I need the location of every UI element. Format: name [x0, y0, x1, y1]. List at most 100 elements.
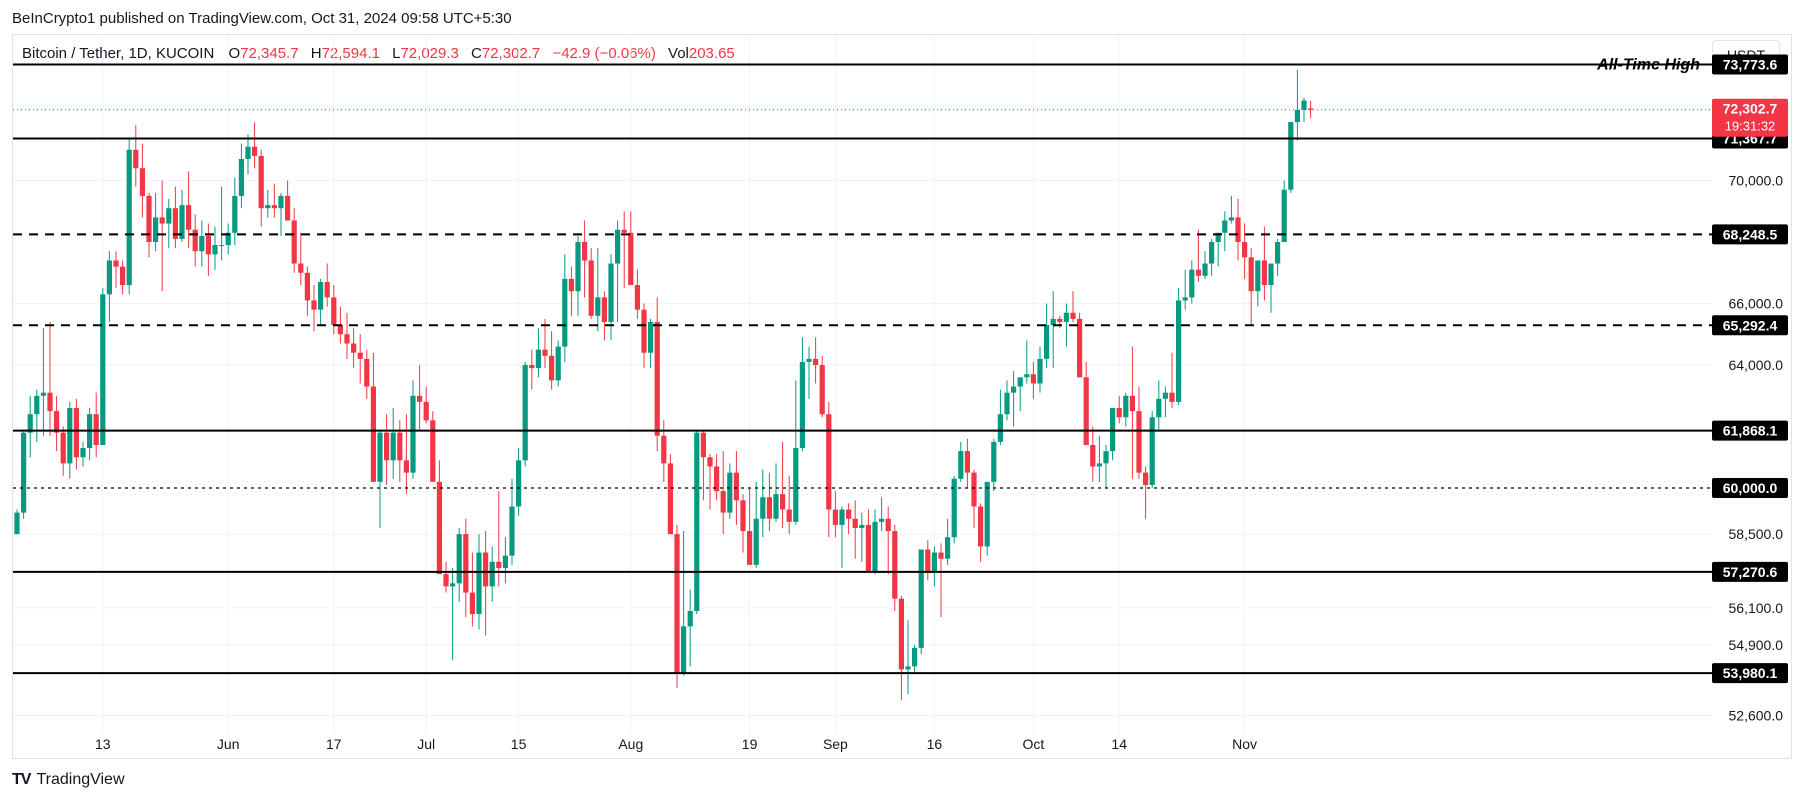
candle-body — [1281, 189, 1287, 243]
candle-body — [476, 552, 482, 615]
candle-body — [1050, 318, 1056, 326]
candle-body — [516, 460, 522, 507]
candle-body — [1235, 217, 1241, 243]
candle-body — [813, 358, 819, 366]
candle-body — [496, 561, 502, 568]
candle-body — [865, 524, 871, 572]
candle-body — [238, 158, 244, 196]
candle-body — [964, 451, 970, 473]
candle-body — [733, 472, 739, 501]
y-tick-label: 52,600.0 — [1729, 708, 1784, 724]
candle-body — [146, 195, 152, 243]
candle-body — [826, 414, 832, 510]
level-tag — [1712, 478, 1788, 499]
candle-body — [535, 349, 541, 369]
low-label: L — [392, 45, 401, 62]
candle-body — [568, 278, 574, 292]
candle-body — [265, 205, 271, 209]
candle-body — [575, 242, 581, 292]
candle-body — [172, 208, 178, 239]
candle-body — [727, 472, 733, 513]
candle-body — [1176, 300, 1182, 402]
candle-body — [212, 245, 218, 255]
candle-body — [912, 647, 918, 667]
x-tick-label: Oct — [1023, 736, 1045, 752]
candle-body — [139, 168, 145, 196]
candle-body — [799, 361, 805, 449]
candle-body — [100, 294, 106, 445]
candle-body — [271, 205, 277, 209]
candle-body — [443, 574, 449, 587]
candle-body — [1057, 318, 1063, 322]
candle-body — [582, 242, 588, 261]
candle-body — [1143, 472, 1149, 485]
candle-body — [951, 478, 957, 538]
level-tag — [1712, 663, 1788, 684]
symbol-label[interactable]: Bitcoin / Tether, 1D, KUCOIN — [22, 45, 215, 62]
candle-body — [219, 245, 225, 247]
candle-body — [879, 518, 885, 522]
candle-body — [1090, 444, 1096, 467]
candle-body — [925, 549, 931, 572]
candle-body — [641, 309, 647, 353]
candle-body — [225, 232, 231, 246]
candle-body — [344, 334, 350, 344]
candle-body — [232, 195, 238, 233]
ohlc-legend: Bitcoin / Tether, 1D, KUCOIN O72,345.7 H… — [22, 45, 735, 62]
candle-body — [67, 408, 73, 464]
candle-body — [252, 146, 258, 156]
x-tick-label: 13 — [95, 736, 111, 752]
candle-body — [337, 325, 343, 335]
candle-body — [720, 491, 726, 513]
candle-body — [542, 349, 548, 356]
change-value: −42.9 (−0.06%) — [552, 45, 656, 62]
candle-body — [1129, 395, 1135, 412]
x-tick-label: Jul — [417, 736, 435, 752]
candle-body — [370, 386, 376, 482]
level-tag — [1712, 224, 1788, 245]
high-value: 72,594.1 — [321, 45, 380, 62]
candle-body — [931, 552, 937, 572]
candle-body — [1123, 395, 1129, 418]
candle-body — [806, 358, 812, 362]
candle-body — [984, 481, 990, 547]
candle-body — [898, 598, 904, 670]
candle-body — [324, 281, 330, 298]
candle-body — [1162, 392, 1168, 399]
candle-body — [331, 297, 337, 326]
current-price-tag — [1712, 98, 1788, 137]
footer-brand[interactable]: TV TradingView — [12, 771, 125, 789]
candle-body — [766, 497, 772, 519]
candle-body — [34, 395, 40, 415]
candle-body — [681, 626, 687, 673]
candle-body — [423, 401, 429, 421]
high-label: H — [310, 45, 322, 62]
candle-body — [1261, 260, 1267, 286]
candle-body — [997, 414, 1003, 442]
candle-body — [47, 392, 53, 412]
candle-body — [1202, 263, 1208, 276]
candle-body — [1301, 100, 1307, 110]
candle-body — [509, 506, 515, 556]
candle-body — [1222, 220, 1228, 233]
candle-body — [436, 481, 442, 575]
grid-lines — [13, 36, 1712, 734]
candle-body — [700, 432, 706, 458]
candle-body — [1103, 451, 1109, 464]
candle-body — [615, 229, 621, 264]
candle-body — [106, 260, 112, 295]
y-tick-label: 58,500.0 — [1729, 526, 1784, 542]
candle-body — [430, 420, 436, 482]
candle-body — [14, 512, 20, 535]
candle-body — [27, 414, 33, 433]
candle-body — [1215, 232, 1221, 243]
candle-body — [832, 509, 838, 525]
candle-body — [1209, 242, 1215, 264]
candle-body — [1294, 109, 1300, 123]
level-tag-label: 65,292.4 — [1723, 317, 1778, 333]
axes: 13 Jun 17 Jul 15 Aug 19 Sep 16 Oct 14 Nov 70,000.0 66… — [95, 173, 1783, 752]
candle-body — [1288, 122, 1294, 190]
level-tag-label: 73,773.6 — [1723, 56, 1778, 72]
